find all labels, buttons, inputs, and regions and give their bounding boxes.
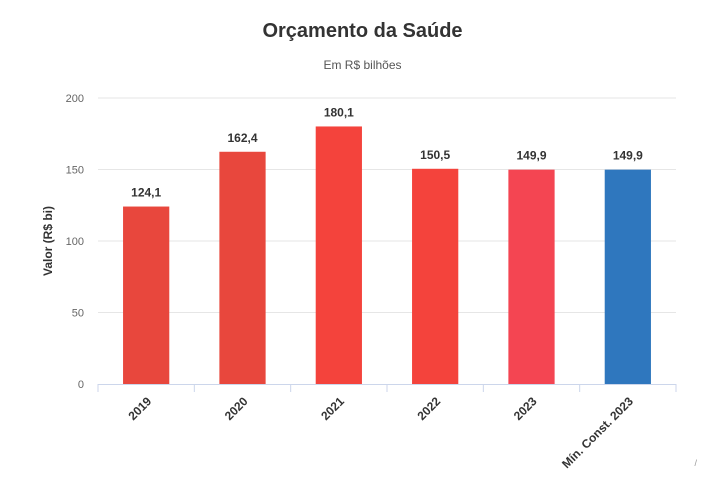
bar-2021[interactable]: [315, 126, 362, 384]
x-tick-label-Mín. Const. 2023: Mín. Const. 2023: [559, 394, 636, 471]
data-label-2019: 124,1: [131, 186, 161, 200]
y-tick-label-50: 50: [72, 308, 84, 320]
bar-2019[interactable]: [123, 206, 170, 384]
data-label-2020: 162,4: [227, 131, 257, 145]
y-tick-label-0: 0: [78, 379, 84, 391]
y-tick-label-150: 150: [66, 165, 84, 177]
y-tick-label-200: 200: [66, 93, 84, 105]
x-axis-tick-labels: 2019 2020 2021 2022 2023 Mín. Const. 2023: [126, 394, 637, 471]
x-tick-label-2019: 2019: [126, 394, 155, 423]
chart-title: Orçamento da Saúde: [262, 20, 463, 42]
bar-2022[interactable]: [412, 168, 459, 384]
y-axis-ticks: 0 50 100 150 200: [66, 93, 84, 391]
x-tick-label-2020: 2020: [222, 394, 251, 423]
data-label-2021: 180,1: [324, 105, 354, 119]
gridlines: [98, 97, 676, 313]
data-label-Mín. Const. 2023: 149,9: [613, 149, 643, 163]
corner-mark: /: [694, 458, 697, 468]
x-tick-label-2023: 2023: [511, 394, 540, 423]
x-tick-label-2022: 2022: [415, 394, 444, 423]
x-axis: [97, 384, 677, 392]
data-label-2023: 149,9: [516, 149, 546, 163]
data-labels: 124,1 162,4 180,1 150,5 149,9 149,9: [131, 105, 643, 199]
y-axis-label: Valor (R$ bi): [41, 206, 55, 276]
x-tick-label-2021: 2021: [318, 394, 347, 423]
data-label-2022: 150,5: [420, 148, 450, 162]
chart-subtitle: Em R$ bilhões: [323, 58, 402, 72]
y-tick-label-100: 100: [66, 236, 84, 248]
bars: [123, 126, 651, 384]
bar-2020[interactable]: [219, 151, 266, 384]
bar-Mín. Const. 2023[interactable]: [604, 169, 651, 384]
bar-2023[interactable]: [508, 169, 555, 384]
